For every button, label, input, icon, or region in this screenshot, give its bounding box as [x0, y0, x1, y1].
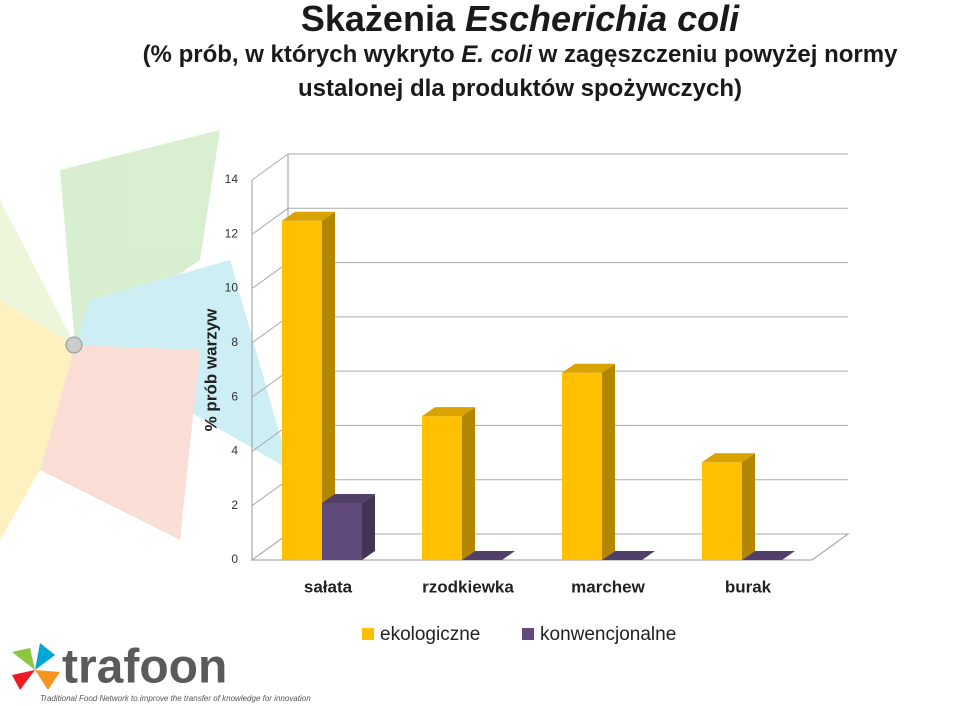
y-axis-label: % prób warzyw — [201, 308, 220, 432]
y-tick-label: 0 — [231, 552, 238, 566]
x-tick-label: rzodkiewka — [422, 577, 514, 596]
logo-mark — [12, 643, 60, 690]
bar-side — [462, 407, 475, 560]
chart-subtitle: (% prób, w których wykryto E. coli w zag… — [80, 38, 960, 106]
logo-text: trafoon — [62, 641, 227, 694]
pinwheel-background — [0, 130, 290, 540]
subtitle-italic: E. coli — [461, 41, 532, 68]
x-tick-label: sałata — [304, 577, 353, 596]
bar-top — [282, 211, 335, 221]
bar — [422, 416, 462, 560]
y-tick-label: 10 — [225, 281, 239, 295]
title-text: Skażenia — [300, 0, 455, 39]
bar-top — [602, 551, 655, 560]
grid-line-side — [251, 207, 289, 235]
bar — [322, 503, 362, 560]
subtitle-text: w zagęszczeniu powyżej normy ustalonej d… — [297, 41, 898, 102]
bar-top — [462, 551, 515, 560]
legend-label: konwencjonalne — [540, 624, 676, 645]
bar-top — [422, 407, 475, 417]
bar-side — [602, 363, 615, 560]
pinwheel-pin — [65, 336, 83, 354]
logo-tagline: Traditional Food Network to improve the … — [40, 694, 311, 703]
bar-top — [742, 551, 795, 560]
legend-swatch — [362, 628, 374, 640]
y-tick-label: 12 — [225, 226, 239, 240]
y-tick-label: 14 — [225, 172, 239, 186]
subtitle-text: (% prób, w których wykryto — [142, 41, 455, 68]
x-tick-label: marchew — [571, 577, 645, 596]
bar — [702, 462, 742, 560]
legend-label: ekologiczne — [380, 624, 480, 645]
bar-side — [362, 494, 375, 560]
header: Skażenia Escherichia coli (% prób, w któ… — [80, 0, 960, 106]
grid-line-side — [251, 153, 289, 181]
y-tick-label: 2 — [231, 498, 238, 512]
chart-title: Skażenia Escherichia coli — [80, 0, 960, 38]
title-italic: Escherichia coli — [464, 0, 740, 39]
y-tick-label: 4 — [231, 444, 238, 458]
y-tick-label: 8 — [231, 335, 238, 349]
bar — [282, 220, 322, 560]
bar-side — [322, 211, 335, 560]
legend-swatch — [522, 628, 534, 640]
bar-top — [702, 453, 755, 463]
bar — [562, 372, 602, 560]
bar-side — [742, 453, 755, 560]
y-tick-label: 6 — [231, 389, 238, 403]
x-tick-label: burak — [725, 577, 772, 596]
bar-top — [322, 494, 375, 503]
bar-top — [562, 363, 615, 373]
